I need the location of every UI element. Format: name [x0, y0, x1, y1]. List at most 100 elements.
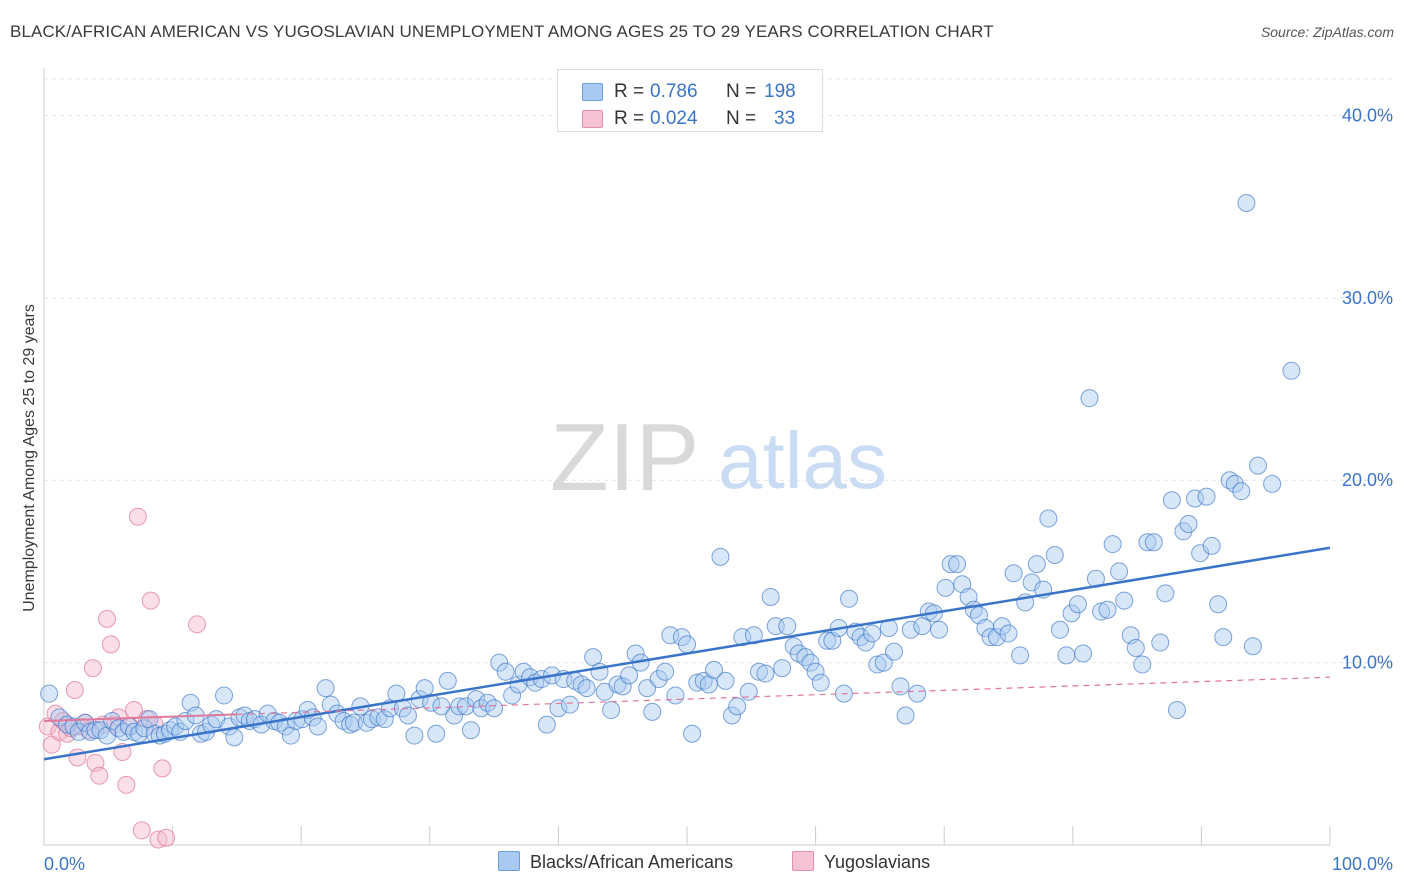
- yugoslavian-point: [50, 722, 69, 741]
- black-african-american-point: [1133, 655, 1152, 674]
- black-african-american-point: [1162, 491, 1181, 510]
- stats-r-label: R =: [614, 81, 645, 102]
- black-african-american-point: [1248, 456, 1267, 475]
- black-african-american-point: [868, 655, 887, 674]
- yugoslavian-point: [98, 609, 117, 628]
- black-african-american-point: [1126, 639, 1145, 658]
- legend-item-blacks: Blacks/African Americans: [498, 851, 733, 873]
- black-african-american-point: [948, 555, 967, 574]
- stats-n-value: 33: [774, 108, 796, 129]
- black-african-american-point: [114, 722, 133, 741]
- stats-n-label: N =: [726, 108, 757, 129]
- black-african-american-point: [773, 659, 792, 678]
- black-african-american-point: [215, 686, 234, 705]
- black-african-american-point: [728, 697, 747, 716]
- black-african-american-point: [851, 628, 870, 647]
- black-african-american-point: [398, 706, 417, 725]
- black-african-american-point: [678, 635, 696, 654]
- black-african-american-point: [1232, 482, 1251, 501]
- black-african-american-point: [357, 713, 376, 732]
- black-african-american-point: [560, 695, 579, 714]
- black-african-american-point: [941, 555, 960, 574]
- black-african-american-point: [375, 710, 394, 729]
- black-african-american-point: [1110, 562, 1129, 581]
- black-african-american-point: [818, 631, 837, 650]
- legend-blue-label: Blacks/African Americans: [530, 852, 734, 872]
- yugoslavian-point: [65, 680, 84, 699]
- black-african-american-point: [1282, 361, 1301, 380]
- black-african-american-point: [806, 662, 825, 681]
- black-african-american-point: [1103, 535, 1122, 554]
- black-african-american-point: [840, 589, 859, 608]
- black-african-american-point: [64, 717, 83, 736]
- black-african-american-point: [1263, 474, 1282, 493]
- black-african-american-point: [620, 666, 639, 685]
- black-african-american-point: [344, 713, 363, 732]
- black-african-american-point: [40, 684, 59, 703]
- yugoslavian-point: [141, 591, 160, 610]
- yugoslavian-point: [188, 615, 207, 634]
- yugoslavian-point: [128, 507, 147, 526]
- black-african-american-point: [405, 726, 424, 745]
- black-african-american-point: [422, 693, 441, 712]
- black-african-american-point: [1068, 595, 1087, 614]
- black-african-american-point: [467, 690, 486, 709]
- pink-trend-line-solid: [43, 713, 237, 722]
- black-african-american-point: [999, 624, 1018, 643]
- black-african-american-point: [1151, 633, 1170, 652]
- black-african-american-point: [461, 721, 480, 740]
- black-african-american-point: [276, 717, 295, 736]
- black-african-american-point: [1022, 573, 1041, 592]
- chart-title: BLACK/AFRICAN AMERICAN VS YUGOSLAVIAN UN…: [10, 22, 994, 41]
- black-african-american-point: [1050, 620, 1069, 639]
- black-african-american-point: [885, 642, 904, 661]
- stats-r-value: 0.786: [650, 81, 698, 102]
- trend-lines: [43, 546, 1331, 761]
- black-african-american-point: [427, 724, 446, 743]
- grid-lines: [44, 78, 1395, 664]
- black-african-american-point: [1092, 602, 1111, 621]
- black-african-american-point: [778, 617, 797, 636]
- black-african-american-point: [705, 660, 724, 679]
- black-african-american-point: [613, 677, 632, 696]
- black-african-american-point: [549, 699, 568, 718]
- yugoslavian-point: [117, 775, 136, 794]
- stats-n-label: N =: [726, 81, 757, 102]
- black-african-american-point: [316, 679, 335, 698]
- black-african-american-point: [750, 662, 769, 681]
- black-african-american-point: [281, 726, 300, 745]
- black-african-american-point: [891, 677, 910, 696]
- black-african-american-point: [1191, 544, 1210, 563]
- black-african-american-point: [1074, 644, 1093, 663]
- tick-labels: 10.0% 20.0% 30.0% 40.0% 0.0% 100.0%: [44, 105, 1393, 874]
- black-african-american-point: [1185, 489, 1204, 508]
- black-african-american-point: [694, 671, 713, 690]
- black-african-american-point: [503, 686, 522, 705]
- black-african-american-point: [723, 706, 742, 725]
- black-african-american-point: [1225, 474, 1244, 493]
- yugoslavian-point: [90, 766, 109, 785]
- axes: [43, 68, 1331, 846]
- black-african-american-point: [362, 710, 381, 729]
- y-tick-label: 10.0%: [1342, 653, 1393, 673]
- black-african-american-point: [896, 706, 915, 725]
- black-african-american-point: [930, 620, 949, 639]
- black-african-american-point: [901, 620, 920, 639]
- black-african-american-point: [1098, 600, 1117, 619]
- blue-swatch: [582, 83, 603, 101]
- black-african-american-point: [656, 662, 675, 681]
- black-african-american-point: [438, 671, 457, 690]
- black-african-american-point: [666, 686, 685, 705]
- black-african-american-point: [1209, 595, 1228, 614]
- pink-swatch: [582, 110, 603, 128]
- black-african-american-point: [1197, 487, 1216, 506]
- yugoslavian-point: [149, 830, 168, 849]
- black-african-american-point: [1220, 471, 1239, 490]
- black-african-american-point: [140, 710, 159, 729]
- black-african-american-point: [1039, 509, 1058, 528]
- black-african-american-point: [135, 719, 154, 738]
- black-african-american-point: [981, 628, 1000, 647]
- yugoslavian-point: [68, 748, 87, 767]
- y-tick-label: 30.0%: [1342, 288, 1393, 308]
- black-african-american-point: [166, 717, 185, 736]
